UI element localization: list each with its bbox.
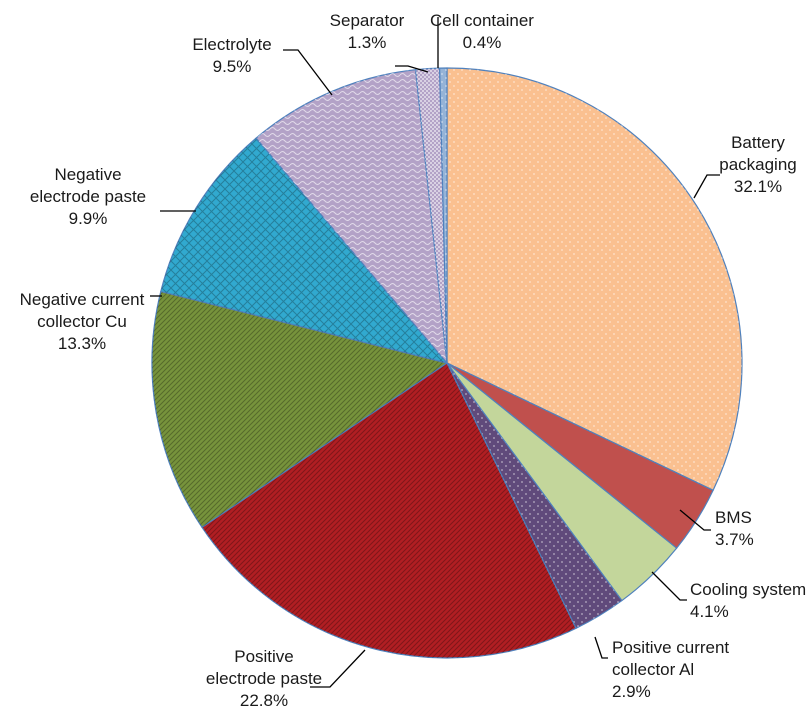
pie-slice-texture	[160, 138, 447, 363]
leader-line-battery-packaging	[693, 174, 720, 199]
slice-label-positive-electrode-paste: Positive electrode paste 22.8%	[206, 647, 322, 710]
slice-label-cell-container: Cell container 0.4%	[430, 11, 534, 52]
slice-value-label: 22.8%	[240, 691, 288, 710]
pie-slice-texture	[151, 291, 447, 528]
slice-label-separator: Separator 1.3%	[330, 11, 405, 52]
slice-name-label: Positive current	[612, 638, 729, 657]
slice-value-label: 2.9%	[612, 682, 651, 701]
pie-slices	[151, 67, 743, 659]
slice-name-label: Negative	[54, 165, 121, 184]
slice-name-label: Cell container	[430, 11, 534, 30]
slice-name-label: Negative current	[20, 290, 145, 309]
leader-line-cooling-system	[651, 571, 687, 601]
slice-value-label: 13.3%	[58, 334, 106, 353]
slice-label-negative-electrode-paste: Negative electrode paste 9.9%	[30, 165, 146, 228]
slice-name-label: collector Cu	[37, 312, 127, 331]
slice-name-label: Positive	[234, 647, 294, 666]
slice-label-bms: BMS 3.7%	[715, 508, 754, 549]
leader-line-electrolyte	[283, 49, 333, 96]
slice-name-label: BMS	[715, 508, 752, 527]
slice-value-label: 32.1%	[734, 177, 782, 196]
slice-label-positive-current-collector-al: Positive current collector Al 2.9%	[612, 638, 729, 701]
pie-slice-texture	[439, 67, 447, 363]
pie-slice-texture	[256, 69, 447, 364]
leader-lines	[150, 17, 720, 688]
slice-value-label: 9.5%	[213, 57, 252, 76]
pie-slice-negative-electrode-paste	[160, 137, 448, 364]
slice-label-battery-packaging: Battery packaging 32.1%	[719, 133, 797, 196]
slice-name-label: Battery	[731, 133, 785, 152]
slice-value-label: 3.7%	[715, 530, 754, 549]
leader-line-positive-electrode-paste	[310, 649, 366, 688]
pie-slice-texture	[415, 68, 447, 363]
pie-slice-battery-packaging	[446, 67, 743, 491]
pie-slice-cell-container	[438, 67, 448, 364]
slice-value-label: 9.9%	[69, 209, 108, 228]
pie-slice-texture	[447, 363, 622, 629]
pie-slice-negative-current-collector-cu	[151, 290, 448, 528]
slice-label-negative-current-collector-cu: Negative current collector Cu 13.3%	[20, 290, 145, 353]
pie-slice-texture	[447, 68, 743, 491]
slice-labels: Battery packaging 32.1% BMS 3.7% Cooling syst…	[20, 11, 807, 710]
leader-line-positive-current-collector-al	[594, 636, 608, 659]
slice-value-label: 0.4%	[463, 33, 502, 52]
pie-slice-positive-electrode-paste	[201, 362, 577, 659]
leader-line-separator	[395, 65, 429, 73]
slice-name-label: packaging	[719, 155, 797, 174]
slice-value-label: 4.1%	[690, 602, 729, 621]
leader-line-bms	[679, 509, 711, 531]
slice-name-label: electrode paste	[206, 669, 322, 688]
slice-name-label: collector Al	[612, 660, 694, 679]
pie-slice-texture	[201, 363, 576, 658]
slice-value-label: 1.3%	[348, 33, 387, 52]
slice-name-label: Electrolyte	[192, 35, 271, 54]
slice-label-cooling-system: Cooling system 4.1%	[690, 580, 806, 621]
slice-name-label: Cooling system	[690, 580, 806, 599]
slice-name-label: electrode paste	[30, 187, 146, 206]
slice-label-electrolyte: Electrolyte 9.5%	[192, 35, 271, 76]
slice-name-label: Separator	[330, 11, 405, 30]
pie-slice-separator	[414, 67, 448, 364]
pie-slice-electrolyte	[255, 69, 448, 364]
